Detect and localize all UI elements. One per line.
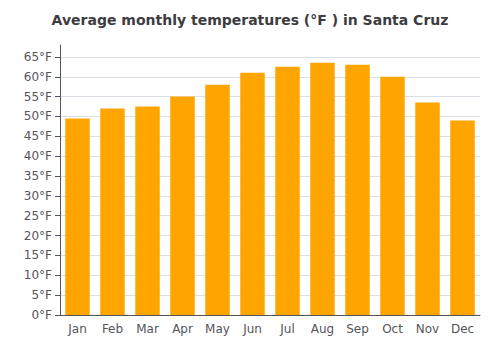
svg-text:65°F: 65°F xyxy=(24,50,52,64)
svg-text:Apr: Apr xyxy=(172,322,193,336)
svg-text:Jan: Jan xyxy=(67,322,87,336)
svg-text:Nov: Nov xyxy=(416,322,439,336)
svg-text:5°F: 5°F xyxy=(31,288,52,302)
svg-text:Jul: Jul xyxy=(279,322,294,336)
svg-text:Mar: Mar xyxy=(136,322,159,336)
svg-text:55°F: 55°F xyxy=(24,90,52,104)
svg-text:May: May xyxy=(205,322,230,336)
svg-text:10°F: 10°F xyxy=(24,268,52,282)
svg-text:45°F: 45°F xyxy=(24,129,52,143)
svg-text:Feb: Feb xyxy=(102,322,123,336)
svg-text:30°F: 30°F xyxy=(24,189,52,203)
svg-text:25°F: 25°F xyxy=(24,209,52,223)
svg-text:Oct: Oct xyxy=(382,322,403,336)
svg-text:0°F: 0°F xyxy=(31,308,52,322)
svg-text:Sep: Sep xyxy=(346,322,369,336)
svg-text:15°F: 15°F xyxy=(24,248,52,262)
svg-text:20°F: 20°F xyxy=(24,229,52,243)
svg-text:35°F: 35°F xyxy=(24,169,52,183)
svg-text:Jun: Jun xyxy=(242,322,262,336)
svg-text:Average monthly temperatures (: Average monthly temperatures (°F ) in Sa… xyxy=(52,12,449,28)
svg-text:40°F: 40°F xyxy=(24,149,52,163)
svg-text:Aug: Aug xyxy=(311,322,334,336)
svg-text:Dec: Dec xyxy=(451,322,474,336)
svg-text:50°F: 50°F xyxy=(24,109,52,123)
svg-text:60°F: 60°F xyxy=(24,70,52,84)
